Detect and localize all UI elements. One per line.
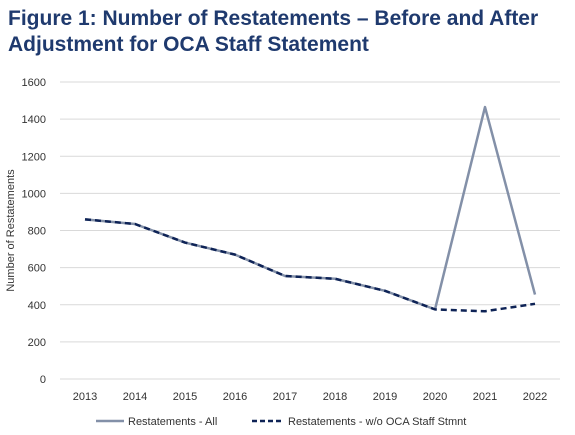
x-tick-label: 2013 xyxy=(73,391,97,403)
x-axis-ticks: 2013 2014 2015 2016 2017 2018 2019 2020 2021 2022 xyxy=(73,391,547,403)
x-tick-label: 2015 xyxy=(173,391,197,403)
x-tick-label: 2016 xyxy=(223,391,247,403)
series-lines xyxy=(84,105,537,313)
y-axis-ticks: 0 200 400 600 800 1000 1200 1400 1600 xyxy=(22,77,46,386)
chart-title: Figure 1: Number of Restatements – Befor… xyxy=(8,7,539,56)
x-tick-label: 2014 xyxy=(123,391,147,403)
x-tick-label: 2018 xyxy=(323,391,347,403)
y-tick-label: 800 xyxy=(28,226,46,238)
x-tick-label: 2022 xyxy=(523,391,547,403)
y-tick-label: 1000 xyxy=(22,188,46,200)
x-tick-label: 2020 xyxy=(423,391,447,403)
y-tick-label: 1400 xyxy=(22,114,46,126)
y-axis-title: Number of Restatements xyxy=(5,169,17,292)
series-line-all xyxy=(84,105,537,311)
y-tick-label: 1600 xyxy=(22,77,46,89)
x-tick-label: 2019 xyxy=(373,391,397,403)
legend: Restatements - All Restatements - w/o OCA… xyxy=(96,416,466,428)
legend-label: Restatements - w/o OCA Staff Stmnt xyxy=(288,416,466,428)
legend-label: Restatements - All xyxy=(128,416,217,428)
x-tick-label: 2021 xyxy=(473,391,497,403)
series-line-without-oca xyxy=(84,218,536,313)
y-tick-label: 200 xyxy=(28,337,46,349)
gridlines xyxy=(60,81,560,380)
y-tick-label: 600 xyxy=(28,263,46,275)
x-tick-label: 2017 xyxy=(273,391,297,403)
y-tick-label: 400 xyxy=(28,300,46,312)
y-tick-label: 1200 xyxy=(22,151,46,163)
y-tick-label: 0 xyxy=(40,374,46,386)
